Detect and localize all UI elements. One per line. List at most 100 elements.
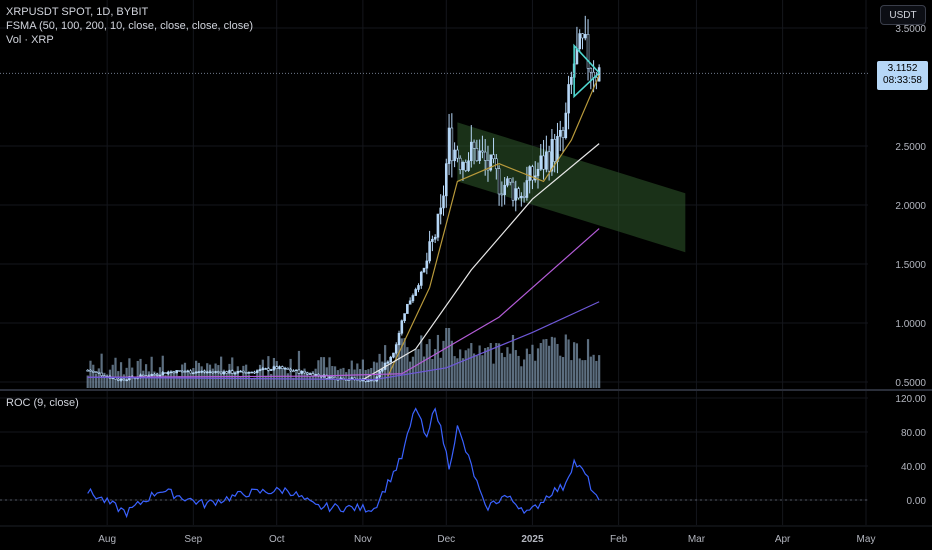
candle-body — [233, 372, 237, 375]
candle-body — [428, 241, 431, 262]
volume-bar — [464, 350, 467, 388]
volume-bar — [169, 370, 173, 388]
candle-body — [153, 374, 156, 376]
volume-bar — [289, 358, 292, 388]
candle-body — [192, 372, 195, 375]
candle-body — [122, 378, 126, 381]
candle-body — [497, 168, 501, 195]
volume-bar — [447, 328, 451, 388]
currency-button[interactable]: USDT — [880, 5, 926, 25]
candle-body — [461, 161, 465, 171]
time-tick-label: Aug — [98, 534, 116, 545]
volume-bar — [264, 375, 267, 388]
volume-bar — [542, 339, 545, 388]
candle-body — [286, 367, 290, 370]
volume-bar — [281, 366, 284, 388]
volume-bar — [497, 343, 501, 388]
candle-body — [169, 371, 173, 374]
volume-bar — [239, 376, 242, 388]
volume-bar — [133, 377, 137, 388]
volume-bar — [486, 347, 490, 388]
moving-average-line — [87, 301, 600, 381]
volume-bar — [431, 359, 434, 388]
volume-bar — [247, 375, 251, 388]
volume-bar — [275, 361, 278, 388]
candle-body — [292, 370, 295, 373]
volume-bar — [106, 374, 109, 388]
candle-body — [414, 289, 418, 296]
volume-bar — [531, 344, 534, 388]
volume-bar — [520, 366, 523, 388]
parallel-channel — [457, 122, 686, 253]
volume-bar — [414, 349, 417, 388]
candle-body — [225, 371, 228, 374]
volume-bar — [400, 338, 403, 388]
candle-body — [205, 371, 209, 374]
candle-body — [328, 376, 331, 379]
candle-body — [442, 195, 445, 209]
volume-bar — [267, 356, 270, 388]
candle-body — [325, 374, 329, 379]
candle-body — [381, 369, 384, 372]
volume-bar — [156, 372, 159, 388]
triangle-pattern — [573, 43, 601, 99]
candle-body — [125, 379, 128, 382]
candle-body — [397, 332, 401, 345]
candle-body — [486, 160, 490, 171]
volume-bar — [403, 338, 406, 388]
candle-body — [520, 195, 523, 199]
candle-body — [419, 271, 423, 286]
volume-bar — [595, 360, 598, 388]
volume-bar — [575, 343, 579, 388]
volume-bar — [308, 375, 312, 388]
volume-bar — [203, 369, 206, 388]
candle-body — [589, 68, 593, 73]
volume-bar — [559, 355, 562, 388]
volume-bar — [114, 357, 117, 388]
volume-bar — [428, 339, 431, 388]
candle-body — [367, 380, 370, 382]
time-tick-label: Sep — [184, 534, 202, 545]
last-price-tag: 3.1152 08:33:58 — [877, 61, 928, 90]
candle-body — [211, 371, 215, 374]
candle-body — [297, 369, 301, 374]
price-tick-label: 0.5000 — [895, 378, 926, 389]
volume-bar — [553, 337, 556, 388]
candle-body — [264, 368, 267, 370]
volume-bar — [422, 356, 426, 388]
candle-body — [444, 163, 448, 197]
volume-bar — [578, 358, 581, 388]
candle-body — [392, 352, 395, 358]
volume-bar — [150, 356, 153, 388]
candle-body — [495, 158, 498, 169]
volume-bar — [556, 343, 559, 388]
candle-body — [255, 370, 259, 373]
volume-bar — [322, 357, 326, 388]
candle-body — [280, 366, 284, 369]
candle-body — [406, 303, 409, 314]
candle-body — [172, 371, 176, 374]
volume-bar — [97, 368, 100, 388]
volume-bar — [467, 348, 470, 388]
volume-bar — [303, 368, 306, 388]
candle-body — [230, 370, 234, 374]
roc-tick-label: 80.00 — [901, 428, 926, 439]
volume-bar — [489, 343, 492, 388]
volume-bar — [506, 347, 509, 388]
volume-bar — [236, 366, 239, 388]
roc-line — [87, 407, 600, 519]
volume-bar — [153, 371, 156, 388]
candle-body — [483, 151, 487, 161]
candle-body — [194, 371, 198, 374]
candle-body — [464, 161, 468, 171]
volume-bar — [206, 363, 209, 388]
volume-bar — [278, 367, 281, 388]
volume-bar — [453, 356, 456, 388]
candle-body — [244, 372, 248, 374]
candle-body — [583, 33, 587, 39]
candle-body — [175, 370, 178, 374]
volume-bar — [178, 375, 181, 388]
volume-bar — [492, 363, 495, 388]
volume-bar — [111, 364, 114, 388]
